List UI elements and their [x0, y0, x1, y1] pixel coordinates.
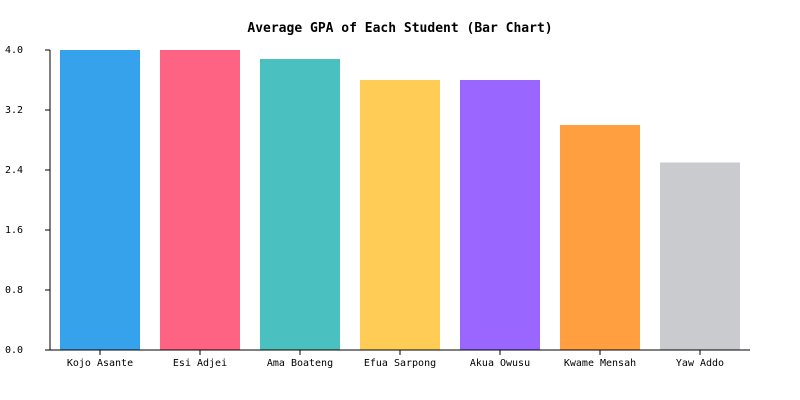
y-tick-label: 3.2 — [5, 105, 23, 116]
x-tick-label: Kojo Asante — [67, 358, 133, 369]
x-tick-label: Efua Sarpong — [364, 358, 436, 369]
bar — [60, 50, 140, 350]
bar — [360, 80, 440, 350]
y-tick-label: 0.8 — [5, 285, 23, 296]
y-axis: 0.0 0.8 1.6 2.4 3.2 4.0 — [5, 45, 51, 356]
x-tick-label: Esi Adjei — [173, 358, 227, 369]
x-tick-label: Ama Boateng — [267, 358, 333, 369]
y-tick-label: 1.6 — [5, 225, 23, 236]
bar — [460, 80, 540, 350]
x-tick-label: Yaw Addo — [676, 358, 724, 369]
bar — [160, 50, 240, 350]
x-tick-label: Akua Owusu — [470, 358, 530, 369]
y-tick-label: 4.0 — [5, 45, 23, 56]
x-tick-label: Kwame Mensah — [564, 358, 636, 369]
bar — [660, 162, 740, 350]
bar — [260, 59, 340, 350]
bar — [560, 125, 640, 350]
y-tick-label: 2.4 — [5, 165, 23, 176]
y-tick-label: 0.0 — [5, 345, 23, 356]
bars — [60, 50, 740, 350]
x-axis: Kojo Asante Esi Adjei Ama Boateng Efua Sarp… — [50, 349, 750, 369]
chart-title: Average GPA of Each Student (Bar Chart) — [247, 21, 552, 36]
